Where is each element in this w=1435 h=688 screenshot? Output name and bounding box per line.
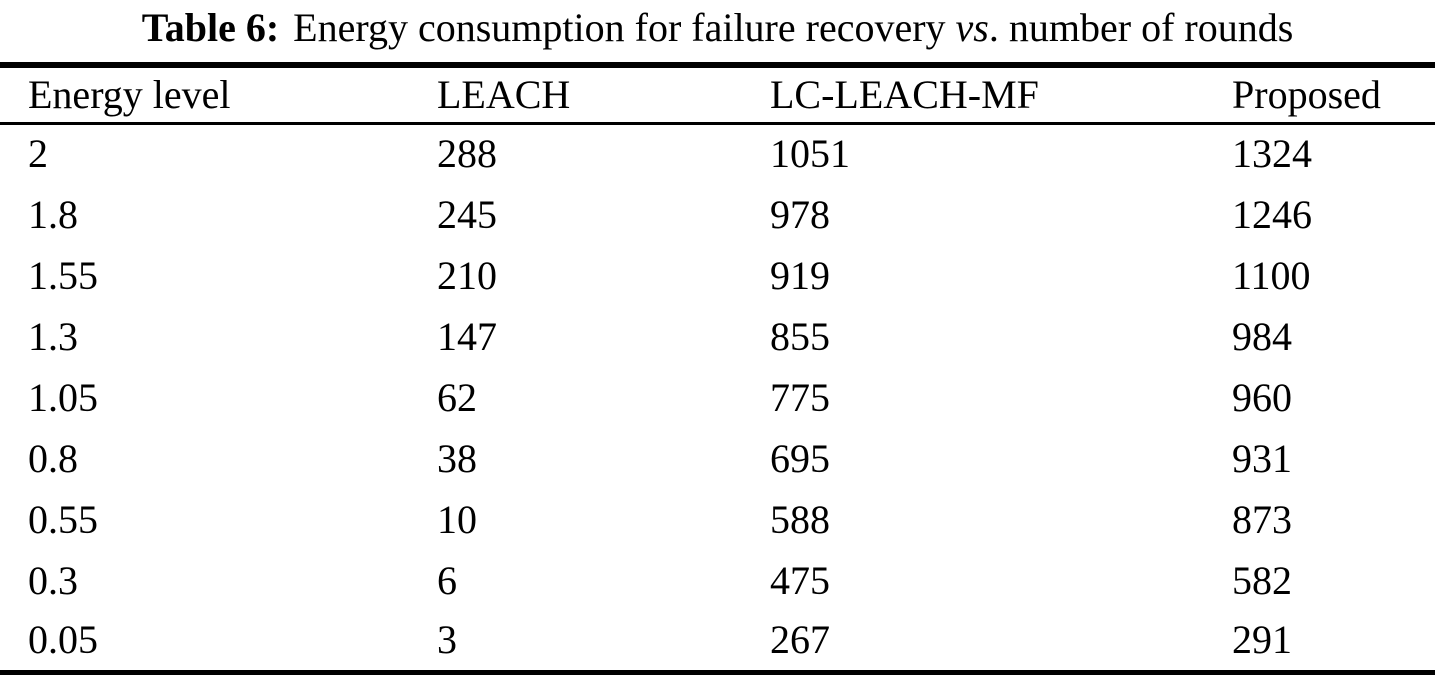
table-cell-lc-leach-mf: 978 [770, 191, 830, 237]
table-caption-text: Energy consumption for failure recovery [293, 5, 946, 50]
table-caption-number: Table 6: [141, 5, 280, 50]
table-row: 2 288 1051 1324 [0, 123, 1435, 184]
energy-consumption-table: Energy level LEACH LC-LEACH-MF Proposed … [0, 62, 1435, 675]
table-cell-proposed: 984 [1232, 313, 1292, 359]
table-cell-proposed: 873 [1232, 496, 1292, 542]
table-row: 0.3 6 475 582 [0, 550, 1435, 611]
table-cell-energy-level: 1.3 [28, 313, 78, 359]
table-cell-proposed: 1100 [1232, 252, 1311, 298]
table-cell-lc-leach-mf: 855 [770, 313, 830, 359]
table-cell-lc-leach-mf: 695 [770, 435, 830, 481]
table-row: 1.3 147 855 984 [0, 306, 1435, 367]
table-cell-leach: 288 [437, 131, 497, 177]
table-header-row: Energy level LEACH LC-LEACH-MF Proposed [0, 65, 1435, 123]
table-row: 0.05 3 267 291 [0, 611, 1435, 672]
table-cell-energy-level: 1.8 [28, 191, 78, 237]
table-cell-lc-leach-mf: 1051 [770, 131, 850, 177]
column-header-leach: LEACH [437, 71, 571, 117]
table-cell-proposed: 582 [1232, 557, 1292, 603]
table-row: 0.8 38 695 931 [0, 428, 1435, 489]
table-row: 0.55 10 588 873 [0, 489, 1435, 550]
table-caption-text-after: . number of rounds [988, 5, 1294, 50]
table-cell-lc-leach-mf: 475 [770, 557, 830, 603]
table-cell-proposed: 960 [1232, 374, 1292, 420]
table-cell-energy-level: 0.55 [28, 496, 98, 542]
table-cell-energy-level: 0.8 [28, 435, 78, 481]
table-cell-energy-level: 1.55 [28, 252, 98, 298]
table-caption: Table 6: Energy consumption for failure r… [0, 0, 1435, 62]
table-cell-leach: 3 [437, 617, 457, 663]
column-header-lc-leach-mf: LC-LEACH-MF [770, 71, 1039, 117]
table-cell-leach: 6 [437, 557, 457, 603]
table-cell-proposed: 1324 [1232, 131, 1312, 177]
table-cell-leach: 62 [437, 374, 477, 420]
column-header-energy-level: Energy level [28, 71, 231, 117]
table-cell-energy-level: 2 [28, 131, 48, 177]
table-cell-lc-leach-mf: 588 [770, 496, 830, 542]
table-cell-proposed: 931 [1232, 435, 1292, 481]
table-cell-lc-leach-mf: 267 [770, 617, 830, 663]
table-cell-lc-leach-mf: 919 [770, 252, 830, 298]
table-row: 1.55 210 919 1100 [0, 245, 1435, 306]
table-cell-leach: 147 [437, 313, 497, 359]
table-cell-leach: 210 [437, 252, 497, 298]
table-cell-leach: 10 [437, 496, 477, 542]
table-cell-proposed: 291 [1232, 617, 1292, 663]
table-caption-vs: vs [955, 5, 989, 50]
table-cell-energy-level: 0.05 [28, 617, 98, 663]
table-cell-energy-level: 0.3 [28, 557, 78, 603]
table-cell-lc-leach-mf: 775 [770, 374, 830, 420]
table-body: 2 288 1051 1324 1.8 245 978 1246 1.55 210 919 1100 1… [0, 123, 1435, 672]
table-cell-leach: 245 [437, 191, 497, 237]
column-header-proposed: Proposed [1232, 71, 1381, 117]
table-cell-proposed: 1246 [1232, 191, 1312, 237]
table-row: 1.05 62 775 960 [0, 367, 1435, 428]
table-cell-leach: 38 [437, 435, 477, 481]
table-cell-energy-level: 1.05 [28, 374, 98, 420]
table-row: 1.8 245 978 1246 [0, 184, 1435, 245]
